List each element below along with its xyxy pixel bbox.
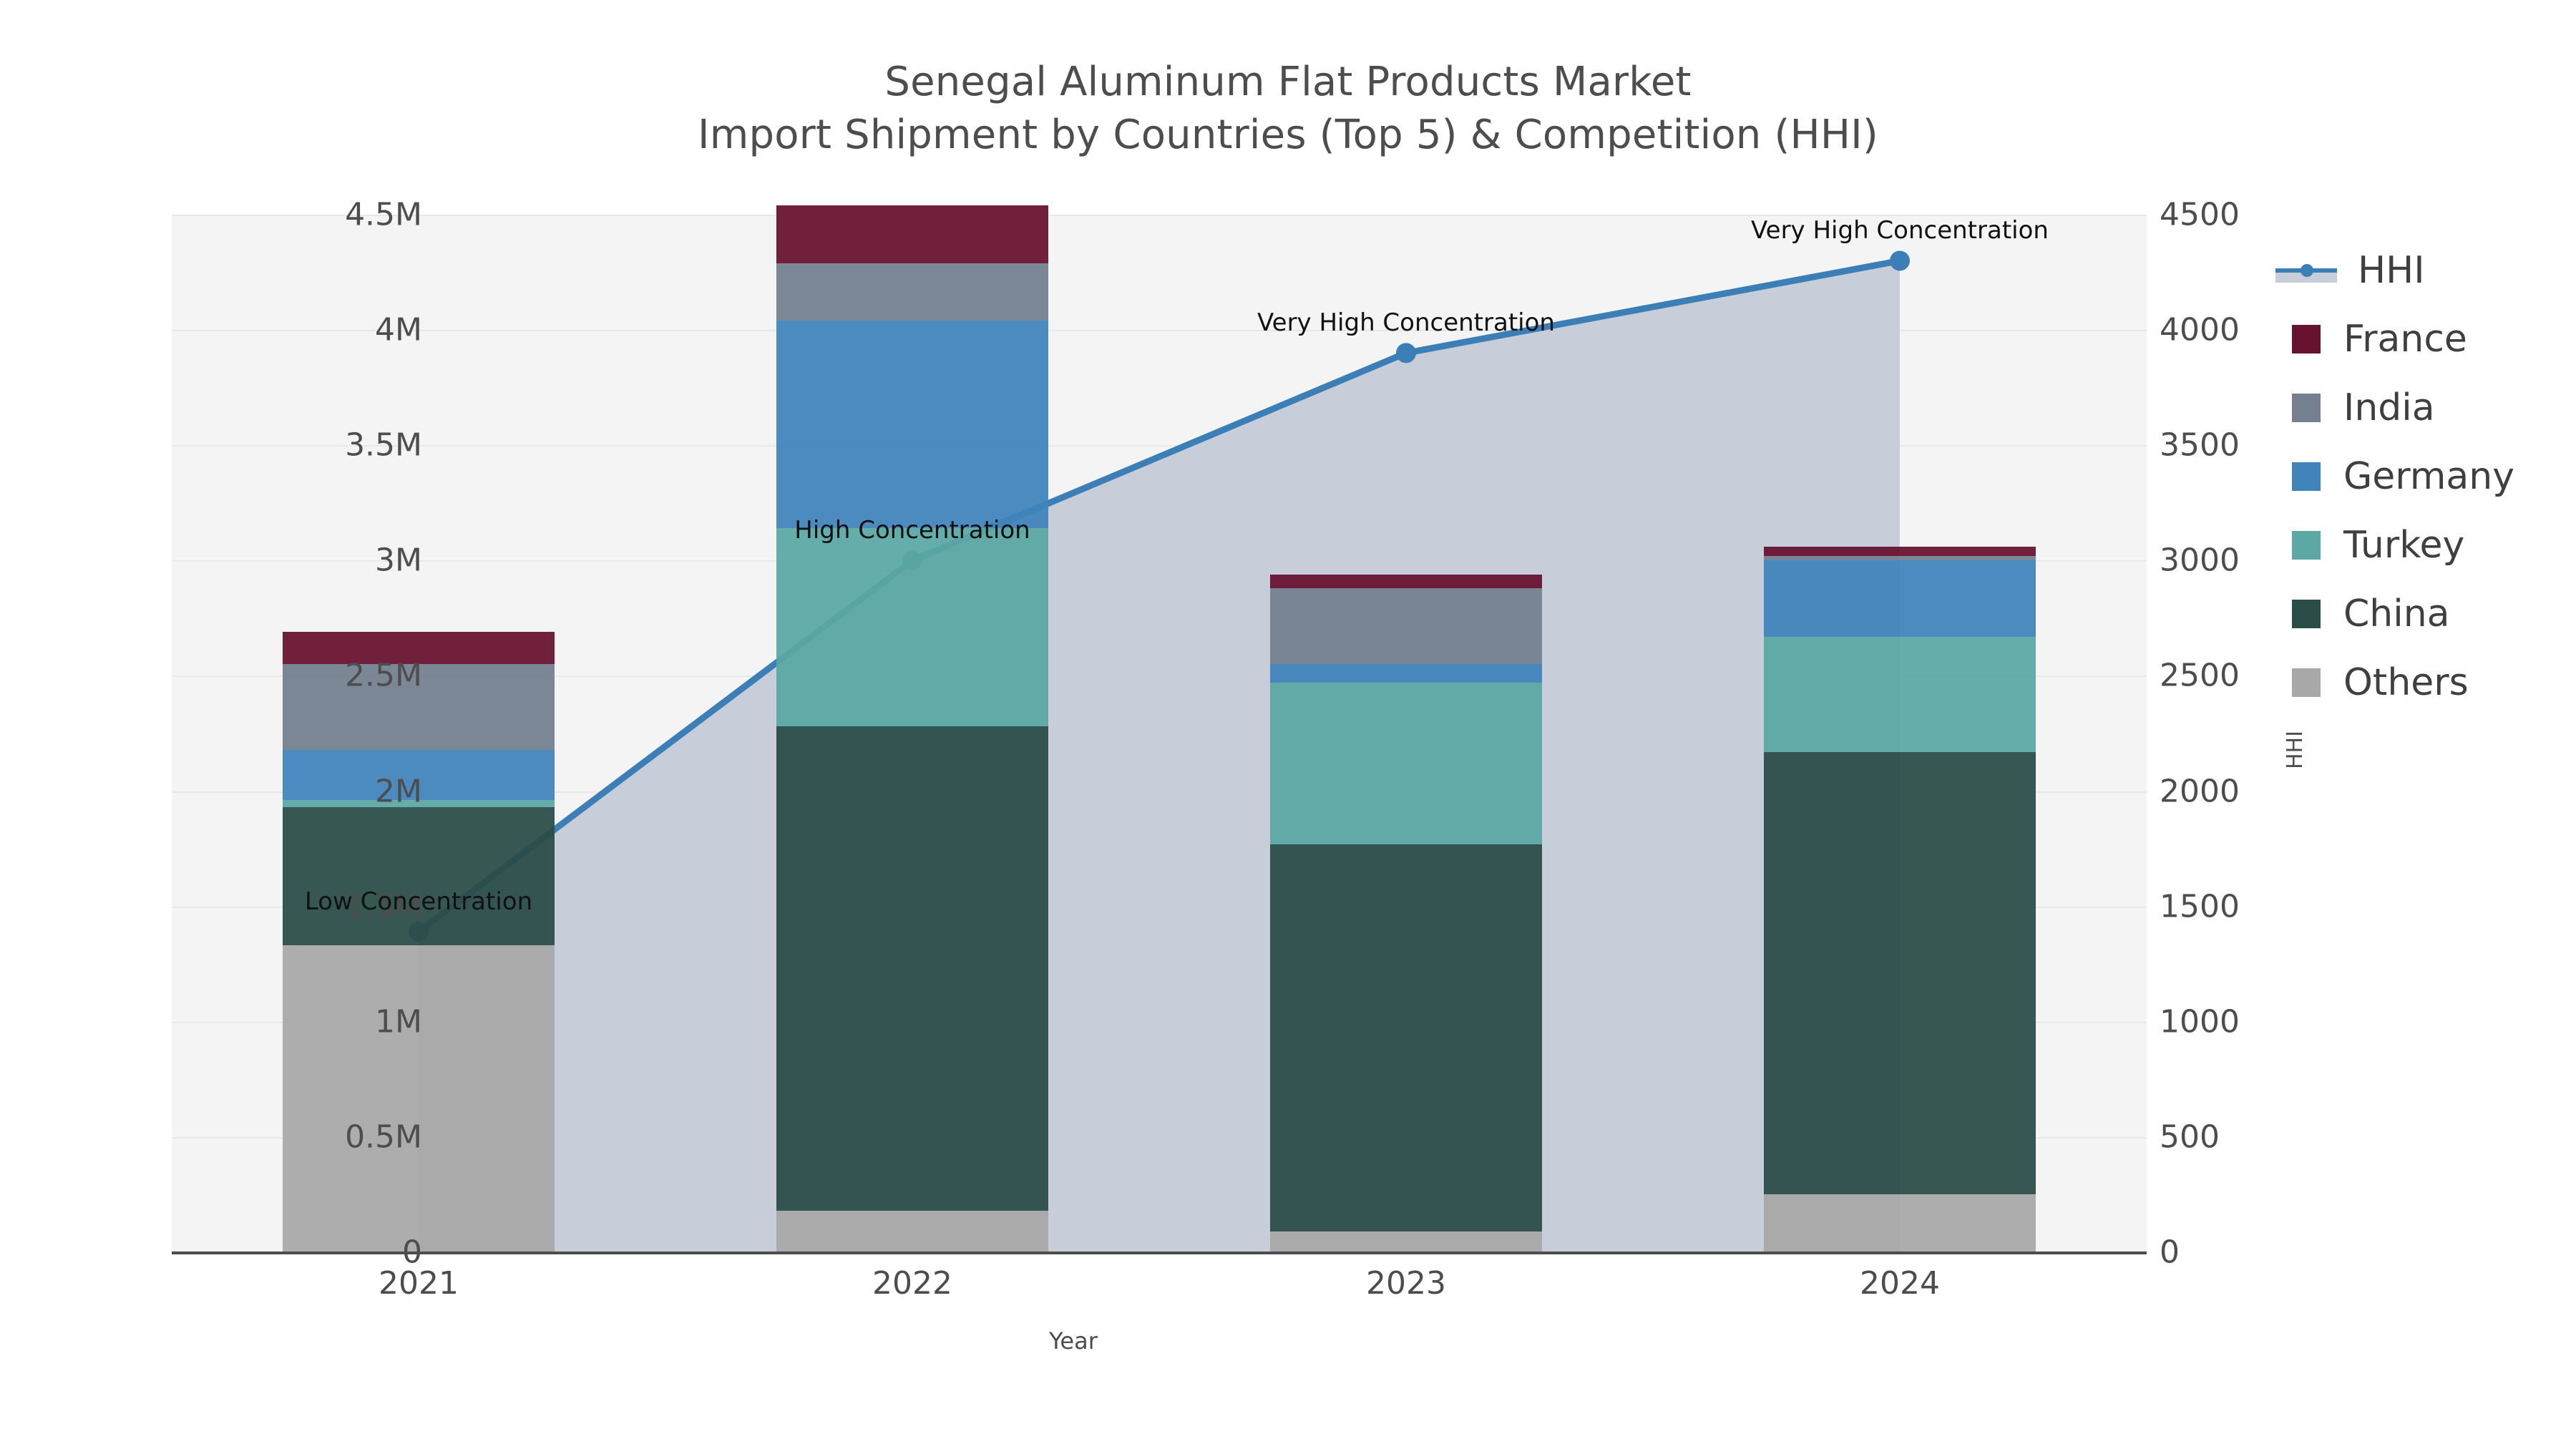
y-tick-label-left: 0 [402, 1234, 422, 1271]
y-axis-title-right: HHI [2283, 731, 2308, 769]
hhi-line [419, 260, 1900, 932]
bar-segment[interactable] [1764, 636, 2036, 752]
x-tick-label: 2022 [872, 1265, 952, 1302]
plot-area [172, 205, 2147, 1254]
legend-marker-dot [2301, 264, 2313, 277]
bar-segment[interactable] [776, 205, 1048, 263]
legend-color-swatch [2292, 462, 2321, 491]
bar-segment[interactable] [1270, 1231, 1542, 1252]
legend-label: Others [2343, 661, 2469, 704]
bar-segment[interactable] [776, 528, 1048, 727]
y-tick-label-right: 2500 [2160, 657, 2240, 694]
legend-color-swatch [2292, 600, 2321, 628]
y-tick-label-right: 1500 [2160, 888, 2240, 925]
chart-title: Senegal Aluminum Flat Products Market [884, 59, 1692, 105]
legend-color-swatch [2292, 394, 2321, 422]
hhi-annotation: High Concentration [794, 516, 1030, 545]
x-tick-label: 2024 [1860, 1265, 1940, 1302]
y-tick-label-left: 2M [375, 773, 422, 810]
legend-item[interactable]: China [2272, 580, 2572, 648]
bar-segment[interactable] [1764, 560, 2036, 637]
bar-stack[interactable] [283, 215, 555, 1252]
bar-segment[interactable] [1270, 844, 1542, 1231]
y-tick-label-right: 2000 [2160, 773, 2240, 810]
bar-stack[interactable] [1764, 215, 2036, 1252]
hhi-annotation: Very High Concentration [1257, 308, 1555, 338]
legend-color-swatch [2292, 325, 2321, 353]
legend-label: France [2343, 318, 2467, 361]
legend-label: Germany [2343, 455, 2515, 498]
legend-item[interactable]: Others [2272, 648, 2572, 717]
bar-segment[interactable] [1270, 574, 1542, 588]
y-tick-label-left: 0.5M [345, 1118, 422, 1156]
bar-segment[interactable] [1764, 547, 2036, 556]
bar-stack[interactable] [776, 205, 1048, 1252]
y-tick-label-left: 3.5M [345, 426, 422, 464]
bar-segment[interactable] [776, 726, 1048, 1211]
x-tick-label: 2021 [379, 1265, 459, 1302]
bar-segment[interactable] [283, 800, 555, 808]
y-tick-label-left: 4.5M [345, 196, 422, 233]
legend-item[interactable]: Turkey [2272, 511, 2572, 580]
bar-segment[interactable] [776, 263, 1048, 321]
gridline [172, 330, 2147, 332]
legend-item[interactable]: India [2272, 374, 2572, 442]
y-tick-label-right: 3000 [2160, 542, 2240, 579]
y-tick-label-right: 4000 [2160, 311, 2240, 348]
x-tick-label: 2023 [1366, 1265, 1446, 1302]
bar-segment[interactable] [283, 664, 555, 750]
bar-segment[interactable] [1764, 555, 2036, 561]
legend-color-swatch [2292, 531, 2321, 560]
gridline [172, 445, 2147, 447]
y-tick-label-left: 1.5M [345, 888, 422, 925]
hhi-annotation: Very High Concentration [1751, 216, 2049, 245]
bar-segment[interactable] [283, 749, 555, 801]
y-tick-label-right: 0 [2160, 1234, 2180, 1271]
bar-segment[interactable] [283, 945, 555, 1252]
hhi-area [419, 260, 1900, 1252]
hhi-point[interactable] [1890, 250, 1910, 271]
y-tick-label-left: 1M [375, 1003, 422, 1040]
y-tick-label-right: 500 [2160, 1118, 2220, 1156]
legend-area-swatch [2275, 273, 2337, 283]
legend-label: China [2343, 592, 2450, 635]
bar-segment[interactable] [283, 807, 555, 946]
bar-segment[interactable] [1270, 588, 1542, 665]
hhi-point[interactable] [1396, 343, 1416, 364]
chart-title-block: Senegal Aluminum Flat Products Market Im… [0, 56, 2576, 162]
hhi-annotation: Low Concentration [304, 887, 533, 917]
bar-segment[interactable] [776, 1211, 1048, 1252]
legend-label: HHI [2358, 249, 2425, 292]
bar-stack[interactable] [1270, 215, 1542, 1252]
x-axis-line [172, 1252, 2147, 1254]
legend-color-swatch [2292, 668, 2321, 697]
y-tick-label-right: 4500 [2160, 196, 2240, 233]
legend-item[interactable]: France [2272, 305, 2572, 374]
legend-label: India [2343, 386, 2435, 429]
legend-line-icon [2275, 256, 2337, 285]
legend-item[interactable]: Germany [2272, 442, 2572, 511]
y-tick-label-left: 2.5M [345, 657, 422, 694]
legend-item[interactable]: HHI [2272, 236, 2572, 305]
bar-segment[interactable] [283, 632, 555, 665]
bar-segment[interactable] [776, 321, 1048, 529]
bar-segment[interactable] [1764, 751, 2036, 1195]
legend-label: Turkey [2343, 524, 2465, 567]
bar-segment[interactable] [1270, 664, 1542, 683]
y-tick-label-left: 3M [375, 542, 422, 579]
chart-subtitle: Import Shipment by Countries (Top 5) & C… [698, 111, 1878, 158]
gridline [172, 215, 2147, 216]
x-axis-title: Year [1049, 1327, 1098, 1355]
legend: HHI France India Germany Turkey China Others [2272, 236, 2572, 717]
bar-segment[interactable] [1270, 683, 1542, 844]
bar-segment[interactable] [1764, 1194, 2036, 1252]
y-tick-label-right: 1000 [2160, 1003, 2240, 1040]
y-tick-label-left: 4M [375, 311, 422, 348]
y-tick-label-right: 3500 [2160, 426, 2240, 464]
